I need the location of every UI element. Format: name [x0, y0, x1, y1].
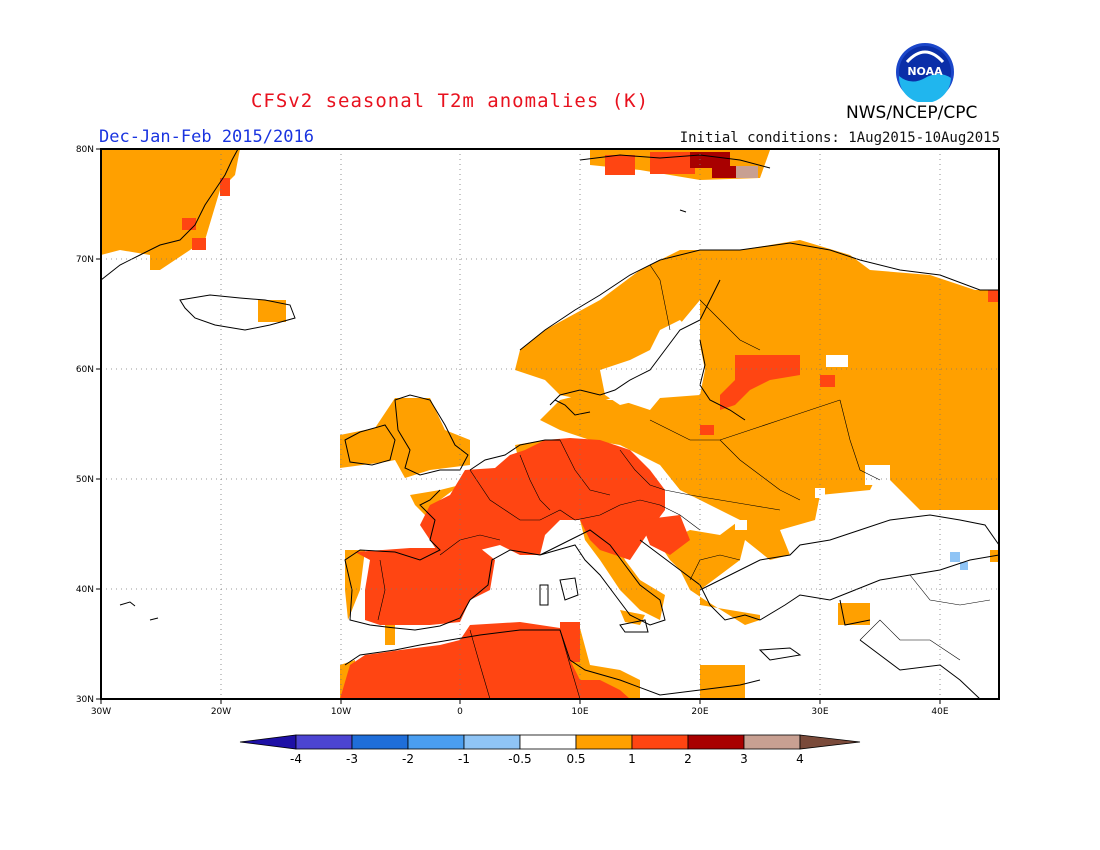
- anomaly-negative-region: [950, 552, 968, 570]
- lat-tick-label: 80N: [76, 145, 94, 155]
- lon-ticks: 30W 20W 10W 0 10E 20E 30E 40E: [91, 699, 949, 717]
- lon-tick-label: 10W: [331, 707, 351, 717]
- lat-tick-label: 50N: [76, 475, 94, 485]
- lat-tick-label: 60N: [76, 365, 94, 375]
- lon-tick-label: 10E: [571, 707, 588, 717]
- initial-conditions-label: Initial conditions: 1Aug2015-10Aug2015: [679, 130, 1000, 146]
- legend-swatch: [799, 734, 861, 750]
- graticule: [101, 149, 999, 699]
- map-title: CFSv2 seasonal T2m anomalies (K): [250, 90, 650, 112]
- legend-label: -1: [458, 752, 470, 766]
- lon-tick-label: 0: [457, 707, 463, 717]
- coastlines: [101, 149, 999, 699]
- anomaly-1-2-region: [182, 152, 999, 699]
- legend-swatch: [351, 734, 409, 750]
- legend-label: 2: [684, 752, 692, 766]
- legend-swatch: [687, 734, 745, 750]
- lat-ticks: 80N 70N 60N 50N 40N 30N: [76, 145, 101, 705]
- lon-tick-label: 30W: [91, 707, 111, 717]
- legend-swatch: [743, 734, 801, 750]
- season-label: Dec-Jan-Feb 2015/2016: [99, 127, 314, 147]
- legend-label: -0.5: [508, 752, 531, 766]
- legend-label: 4: [796, 752, 804, 766]
- legend-swatch: [519, 734, 577, 750]
- anomaly-fields: [101, 149, 999, 699]
- legend-label: -2: [402, 752, 414, 766]
- legend-labels: -4 -3 -2 -1 -0.5 0.5 1 2 3 4: [290, 752, 804, 766]
- lon-tick-label: 40E: [931, 707, 948, 717]
- legend-swatch: [239, 734, 297, 750]
- legend-swatch: [631, 734, 689, 750]
- lat-tick-label: 70N: [76, 255, 94, 265]
- neutral-holes: [600, 320, 890, 530]
- legend-swatch: [407, 734, 465, 750]
- legend-label: 3: [740, 752, 748, 766]
- country-borders: [377, 264, 991, 699]
- legend-label: -3: [346, 752, 358, 766]
- lon-tick-label: 30E: [811, 707, 828, 717]
- legend-swatch: [463, 734, 521, 750]
- lon-tick-label: 20W: [211, 707, 231, 717]
- noaa-logo: NOAA: [896, 43, 954, 102]
- legend-label: 1: [628, 752, 636, 766]
- organization-label: NWS/NCEP/CPC: [846, 103, 978, 123]
- legend-label: 0.5: [566, 752, 585, 766]
- lat-tick-label: 40N: [76, 585, 94, 595]
- lat-tick-label: 30N: [76, 695, 94, 705]
- legend-swatch: [295, 734, 353, 750]
- legend-swatch: [575, 734, 633, 750]
- map-frame: [100, 148, 1000, 700]
- svg-text:NOAA: NOAA: [907, 65, 943, 78]
- color-legend: [239, 734, 861, 750]
- legend-label: -4: [290, 752, 302, 766]
- anomaly-3-4-region: [736, 166, 758, 178]
- lon-tick-label: 20E: [691, 707, 708, 717]
